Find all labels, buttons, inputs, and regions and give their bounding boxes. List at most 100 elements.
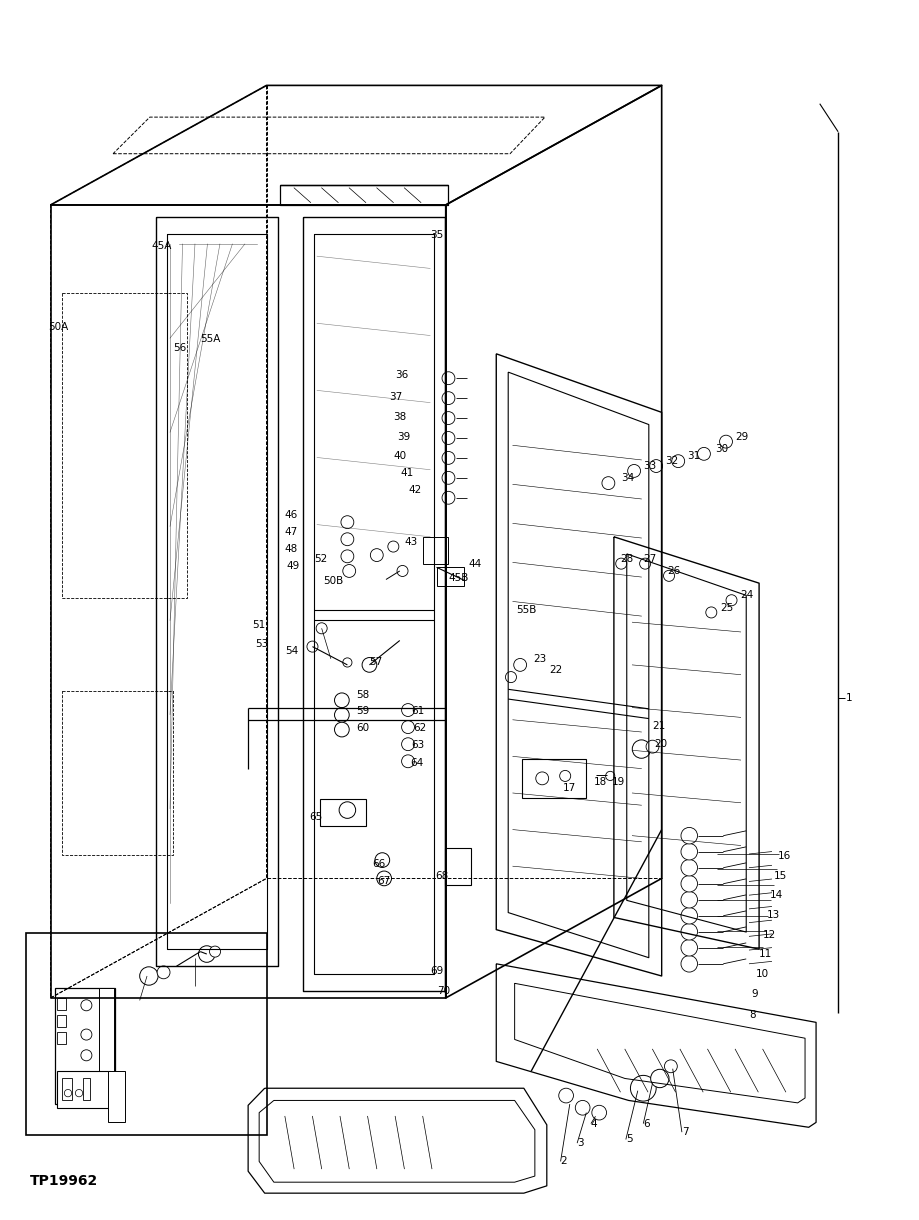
Circle shape xyxy=(210,946,221,958)
Text: 43: 43 xyxy=(404,537,417,547)
Text: 4: 4 xyxy=(591,1119,597,1128)
Text: 59: 59 xyxy=(357,706,369,716)
Bar xyxy=(26,933,267,1135)
Text: 69: 69 xyxy=(430,966,443,976)
Text: 32: 32 xyxy=(665,456,678,466)
Text: 70: 70 xyxy=(437,986,450,996)
Circle shape xyxy=(630,1075,656,1102)
Circle shape xyxy=(505,671,516,683)
Circle shape xyxy=(536,772,549,784)
Text: 50A: 50A xyxy=(48,322,68,332)
Text: 23: 23 xyxy=(533,654,546,664)
Circle shape xyxy=(646,741,659,753)
Circle shape xyxy=(559,1088,573,1103)
Circle shape xyxy=(681,892,698,908)
Text: 56: 56 xyxy=(173,343,186,353)
Text: 17: 17 xyxy=(562,783,575,793)
Circle shape xyxy=(64,1089,72,1097)
Circle shape xyxy=(681,876,698,892)
Bar xyxy=(108,1071,125,1122)
Text: 13: 13 xyxy=(766,910,779,920)
Circle shape xyxy=(81,1049,92,1061)
Text: 11: 11 xyxy=(759,949,772,959)
Circle shape xyxy=(388,540,399,553)
Circle shape xyxy=(81,999,92,1011)
Text: 2: 2 xyxy=(561,1157,567,1166)
Circle shape xyxy=(335,708,349,722)
Bar xyxy=(99,988,114,1104)
Circle shape xyxy=(341,516,354,528)
Circle shape xyxy=(157,966,170,978)
Circle shape xyxy=(616,558,627,570)
Circle shape xyxy=(341,550,354,562)
Text: 36: 36 xyxy=(395,370,408,379)
Bar xyxy=(57,1015,66,1027)
Text: 19: 19 xyxy=(612,777,625,787)
Circle shape xyxy=(681,827,698,844)
Text: 55A: 55A xyxy=(200,334,221,344)
Circle shape xyxy=(664,570,675,582)
Circle shape xyxy=(339,802,356,819)
Bar xyxy=(57,1032,66,1044)
Bar xyxy=(62,1078,72,1100)
Bar xyxy=(320,799,366,826)
Circle shape xyxy=(664,1060,677,1072)
Text: 31: 31 xyxy=(687,451,700,461)
Circle shape xyxy=(442,372,455,384)
Text: 22: 22 xyxy=(550,665,562,675)
Text: 37: 37 xyxy=(390,392,403,401)
Bar xyxy=(57,1071,110,1108)
Circle shape xyxy=(514,659,527,671)
Circle shape xyxy=(681,843,698,860)
Text: 39: 39 xyxy=(397,432,410,442)
Circle shape xyxy=(402,721,414,733)
Circle shape xyxy=(397,565,408,577)
Text: 28: 28 xyxy=(620,554,633,564)
Text: 64: 64 xyxy=(410,758,423,767)
Text: 33: 33 xyxy=(643,461,656,471)
Circle shape xyxy=(335,693,349,708)
Circle shape xyxy=(442,471,455,484)
Circle shape xyxy=(140,966,158,986)
Text: 14: 14 xyxy=(770,891,783,900)
Circle shape xyxy=(628,465,641,477)
Text: 45B: 45B xyxy=(448,573,469,583)
Circle shape xyxy=(681,924,698,941)
Bar xyxy=(57,998,66,1010)
Text: 50B: 50B xyxy=(323,576,344,586)
Bar xyxy=(423,537,448,564)
Circle shape xyxy=(377,871,391,886)
Circle shape xyxy=(402,738,414,750)
Bar xyxy=(55,988,115,1104)
Text: 53: 53 xyxy=(255,639,268,649)
Circle shape xyxy=(681,939,698,956)
Text: 68: 68 xyxy=(436,871,448,881)
Circle shape xyxy=(681,908,698,924)
Text: 44: 44 xyxy=(469,559,482,569)
Circle shape xyxy=(640,558,651,570)
Text: 63: 63 xyxy=(412,741,425,750)
Bar xyxy=(437,567,464,586)
Text: 38: 38 xyxy=(393,412,406,422)
Text: 7: 7 xyxy=(682,1127,688,1137)
Text: 12: 12 xyxy=(763,930,776,939)
Text: 66: 66 xyxy=(372,859,385,869)
Text: 29: 29 xyxy=(735,432,748,442)
Circle shape xyxy=(442,492,455,504)
Circle shape xyxy=(442,411,455,425)
Bar xyxy=(83,1078,90,1100)
Circle shape xyxy=(442,451,455,465)
Text: 57: 57 xyxy=(369,658,382,667)
Text: 21: 21 xyxy=(652,721,665,731)
Text: 27: 27 xyxy=(643,554,656,564)
Text: 42: 42 xyxy=(408,486,421,495)
Circle shape xyxy=(632,739,651,759)
Text: 46: 46 xyxy=(285,510,298,520)
Text: 52: 52 xyxy=(314,554,327,564)
Text: 49: 49 xyxy=(287,561,300,571)
Circle shape xyxy=(651,1069,669,1088)
Text: 34: 34 xyxy=(621,473,634,483)
Circle shape xyxy=(681,955,698,972)
Circle shape xyxy=(650,460,663,472)
Text: 45A: 45A xyxy=(152,242,172,251)
